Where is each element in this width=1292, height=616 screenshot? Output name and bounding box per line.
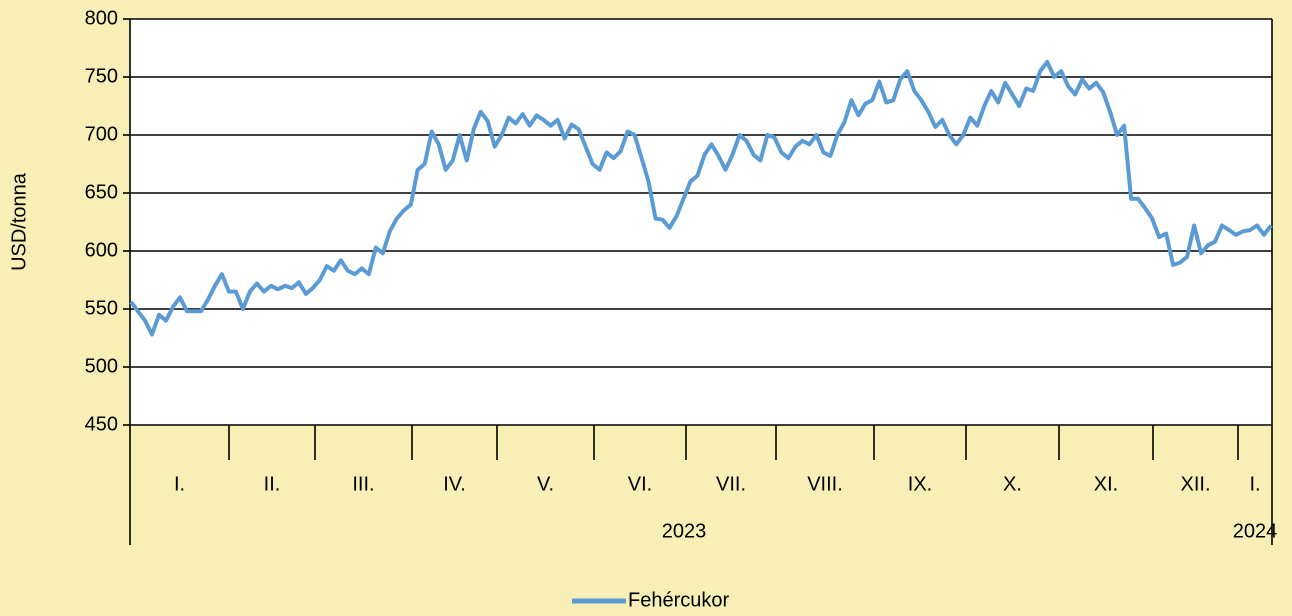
plot-area (130, 19, 1272, 425)
x-tick-label: III. (352, 473, 374, 495)
y-tick-label: 750 (85, 65, 118, 87)
y-tick-label: 650 (85, 181, 118, 203)
x-tick-label: VI. (628, 473, 652, 495)
x-tick-label: XII. (1180, 473, 1210, 495)
data-line (129, 59, 1273, 337)
y-tick-label: 700 (85, 123, 118, 145)
y-axis-label: USD/tonna (8, 172, 30, 271)
y-tick-label: 550 (85, 297, 118, 319)
x-tick-label: X. (1003, 473, 1022, 495)
x-tick-label: XI. (1094, 473, 1118, 495)
x-tick-label: V. (537, 473, 554, 495)
x-tick-label: VIII. (807, 473, 843, 495)
x-tick-label: II. (264, 473, 281, 495)
year-label: 2024 (1233, 520, 1278, 542)
legend-label: Fehércukor (628, 589, 729, 611)
y-tick-label: 600 (85, 239, 118, 261)
y-tick-label: 450 (85, 413, 118, 435)
x-tick-label: IV. (443, 473, 466, 495)
y-tick-label: 800 (85, 7, 118, 29)
x-tick-label: I. (1249, 473, 1260, 495)
x-tick-label: VII. (716, 473, 746, 495)
y-tick-label: 500 (85, 355, 118, 377)
year-label: 2023 (662, 520, 707, 542)
x-tick-label: I. (174, 473, 185, 495)
x-tick-label: IX. (908, 473, 932, 495)
